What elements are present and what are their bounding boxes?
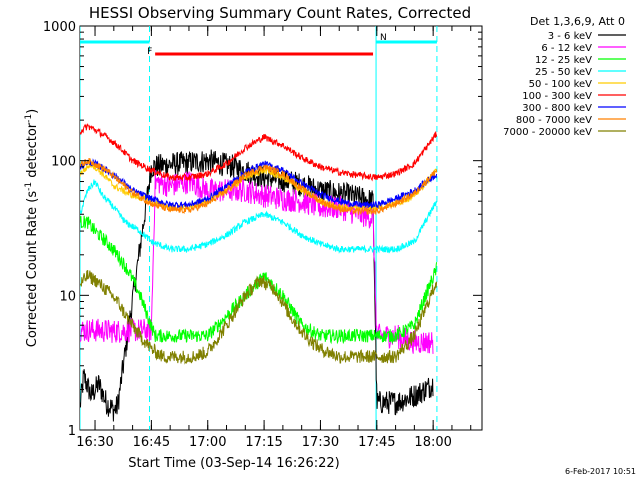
y-axis: 1 10 100 1000 [43,20,482,439]
y-axis-label-sup2: -1 [24,114,34,123]
y-axis-label: Corrected Count Rate (s-1 detector-1) [24,109,40,347]
x-tick-label: 17:00 [189,435,226,450]
y-axis-label-sup1: -1 [24,182,34,191]
legend-entry-label: 12 - 25 keV [535,55,592,66]
x-tick-label: 17:15 [245,435,282,450]
series-line-1 [80,149,434,422]
x-axis: 16:30 16:45 17:00 17:15 17:30 17:45 18:00 [76,26,472,450]
legend-entry-label: 300 - 800 keV [522,103,592,114]
x-tick-label: 17:30 [302,435,339,450]
x-tick-label: 18:00 [414,435,451,450]
legend-entry-label: 800 - 7000 keV [516,115,592,126]
series-line-8 [80,157,438,216]
series-layer [80,123,438,422]
state-bar-label: F [147,47,152,57]
y-tick-label: 1000 [43,20,76,35]
legend-entry-label: 100 - 300 keV [522,91,592,102]
y-tick-label: 10 [59,289,76,304]
legend-header: Det 1,3,6,9, Att 0 [530,15,625,28]
x-axis-label: Start Time (03-Sep-14 16:26:22) [128,456,339,471]
chart-title: HESSI Observing Summary Count Rates, Cor… [89,4,471,22]
attenuator-state-bars: FN [80,33,437,57]
state-bar-label: N [380,33,387,43]
x-tick-label: 16:30 [76,435,113,450]
legend-entry-label: 25 - 50 keV [535,67,592,78]
series-line-9 [80,269,438,365]
y-tick-label: 1 [68,424,76,439]
series-line-3 [80,215,438,345]
legend-entry-label: 7000 - 20000 keV [503,127,592,138]
x-tick-label: 16:45 [133,435,170,450]
series-line-6 [80,123,438,182]
series-line-4 [80,179,438,254]
x-tick-label: 17:45 [358,435,395,450]
y-axis-label-mid: detector [25,122,40,182]
y-axis-label-main: Corrected Count Rate (s [25,191,40,348]
date-stamp: 6-Feb-2017 10:51 [565,467,636,476]
y-tick-label: 100 [51,155,76,170]
legend-entry-label: 3 - 6 keV [548,31,592,42]
y-axis-label-end: ) [25,109,40,114]
legend-entry-label: 6 - 12 keV [541,43,592,54]
legend-entry-label: 50 - 100 keV [529,79,593,90]
